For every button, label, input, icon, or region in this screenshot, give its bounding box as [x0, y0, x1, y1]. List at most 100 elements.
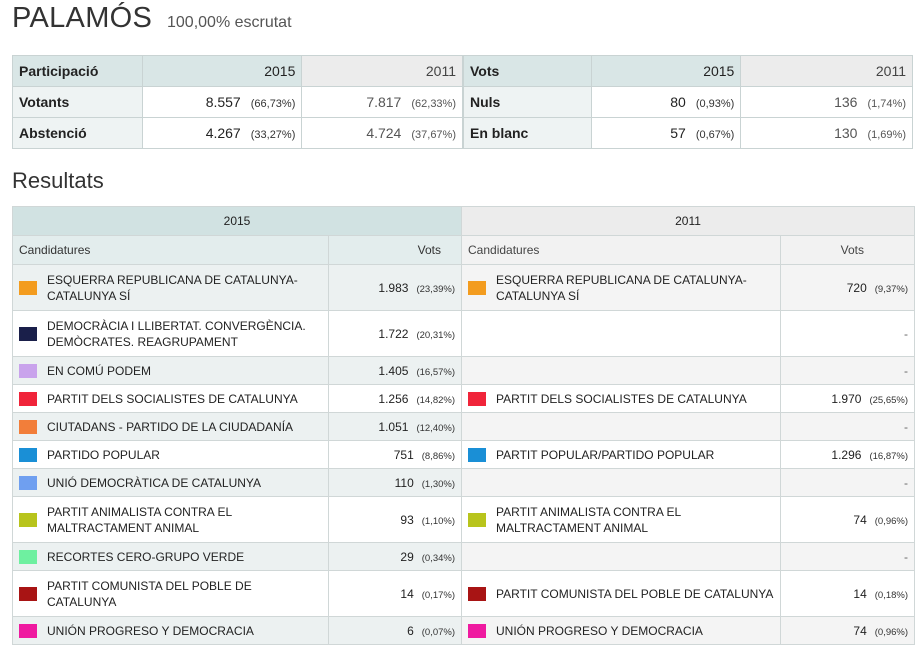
row-label: Votants	[12, 86, 143, 118]
party-name: PARTIT COMUNISTA DEL POBLE DE CATALUNYA	[47, 578, 252, 609]
vote-count: 1.405	[378, 363, 409, 378]
party-cell: ESQUERRA REPUBLICANA DE CATALUNYA-CATALU…	[468, 272, 774, 304]
party-color-swatch	[468, 512, 487, 527]
vote-count: 1.970	[831, 391, 862, 406]
vote-percent: (12,40%)	[416, 422, 456, 434]
vote-count: 93	[400, 512, 414, 527]
vote-count: -	[904, 549, 909, 564]
vote-percent: (20,31%)	[416, 329, 456, 341]
votes-table: Vots 2015 2011 Nuls 80 (0,93%) 136 (1,74%)…	[463, 55, 913, 149]
party-cell: DEMOCRÀCIA I LLIBERTAT. CONVERGÈNCIA. DE…	[19, 318, 322, 350]
party-cell: RECORTES CERO-GRUPO VERDE	[19, 549, 322, 565]
vote-percent: (23,39%)	[416, 283, 456, 295]
party-name: PARTIT COMUNISTA DEL POBLE DE CATALUNYA	[496, 586, 774, 601]
party-cell: PARTIDO POPULAR	[19, 447, 322, 463]
row-label: En blanc	[463, 117, 592, 149]
party-cell: CIUTADANS - PARTIDO DE LA CIUDADANÍA	[19, 419, 322, 435]
vote-count: -	[904, 326, 909, 341]
vote-count: 14	[400, 586, 414, 601]
col-candidates-2015: Candidatures	[12, 235, 329, 265]
vote-count: 14	[853, 586, 867, 601]
party-cell: PARTIT ANIMALISTA CONTRA EL MALTRACTAMEN…	[19, 504, 322, 536]
vote-count: 751	[393, 447, 414, 462]
vote-count: -	[904, 475, 909, 490]
col-candidates-2011: Candidatures	[461, 235, 782, 265]
party-cell: PARTIT DELS SOCIALISTES DE CATALUNYA	[19, 391, 322, 407]
party-name: PARTIT POPULAR/PARTIDO POPULAR	[496, 447, 715, 462]
votes-row-nuls: Nuls 80 (0,93%) 136 (1,74%)	[463, 86, 913, 118]
results-row: DEMOCRÀCIA I LLIBERTAT. CONVERGÈNCIA. DE…	[12, 310, 916, 357]
party-cell: PARTIT ANIMALISTA CONTRA EL MALTRACTAMEN…	[468, 504, 774, 536]
party-cell: PARTIT COMUNISTA DEL POBLE DE CATALUNYA	[19, 578, 322, 610]
votes-row-en-blanc: En blanc 57 (0,67%) 130 (1,69%)	[463, 117, 913, 149]
vote-percent: (0,07%)	[421, 626, 456, 638]
value-2011: 4.724	[366, 125, 402, 141]
party-name: PARTIT ANIMALISTA CONTRA EL MALTRACTAMEN…	[47, 504, 232, 535]
results-table: 2015 2011 Candidatures Vots Candidatures…	[11, 206, 916, 645]
value-2011: 130	[834, 125, 858, 141]
vote-percent: (14,82%)	[416, 394, 456, 406]
vote-percent: (1,30%)	[421, 478, 456, 490]
party-name: EN COMÚ PODEM	[47, 363, 152, 378]
party-color-swatch	[468, 447, 487, 462]
vote-percent: (0,18%)	[874, 589, 909, 601]
party-color-swatch	[19, 419, 37, 434]
party-color-swatch	[468, 586, 487, 601]
vote-count: -	[904, 363, 909, 378]
value-2011: 7.817	[366, 94, 402, 110]
votes-year-2011: 2011	[740, 55, 913, 87]
percent-2011: (1,74%)	[867, 98, 906, 110]
results-row: RECORTES CERO-GRUPO VERDE 29 (0,34%) -	[12, 542, 916, 571]
party-cell: PARTIT COMUNISTA DEL POBLE DE CATALUNYA	[468, 586, 774, 602]
vote-percent: (25,65%)	[869, 394, 909, 406]
party-color-swatch	[19, 447, 37, 462]
party-name: CIUTADANS - PARTIDO DE LA CIUDADANÍA	[47, 419, 294, 434]
party-color-swatch	[19, 586, 37, 601]
participation-header: Participació	[12, 55, 143, 87]
results-row: CIUTADANS - PARTIDO DE LA CIUDADANÍA 1.05…	[12, 412, 916, 441]
party-color-swatch	[19, 363, 37, 378]
votes-year-2015: 2015	[590, 55, 742, 87]
party-cell: UNIÓ DEMOCRÀTICA DE CATALUNYA	[19, 475, 322, 491]
vote-count: 29	[400, 549, 414, 564]
vote-percent: (0,17%)	[421, 589, 456, 601]
party-color-swatch	[468, 391, 487, 406]
party-cell: PARTIT DELS SOCIALISTES DE CATALUNYA	[468, 391, 774, 407]
results-year-2015: 2015	[11, 206, 463, 236]
party-name: ESQUERRA REPUBLICANA DE CATALUNYA-CATALU…	[496, 272, 747, 303]
participation-year-2015: 2015	[141, 55, 303, 87]
party-color-swatch	[19, 512, 37, 527]
vote-count: 74	[853, 512, 867, 527]
vote-percent: (16,57%)	[416, 366, 456, 378]
party-name: PARTIDO POPULAR	[47, 447, 160, 462]
vote-percent: (9,37%)	[874, 283, 909, 295]
party-name: PARTIT DELS SOCIALISTES DE CATALUNYA	[47, 391, 298, 406]
participation-row-votants: Votants 8.557 (66,73%) 7.817 (62,33%)	[12, 86, 463, 118]
percent-2015: (33,27%)	[250, 129, 296, 141]
results-row: PARTIT ANIMALISTA CONTRA EL MALTRACTAMEN…	[12, 496, 916, 543]
vote-count: -	[904, 419, 909, 434]
vote-count: 1.256	[378, 391, 409, 406]
percent-2015: (0,67%)	[695, 129, 735, 141]
vote-percent: (16,87%)	[869, 450, 909, 462]
vote-count: 1.051	[378, 419, 409, 434]
vote-count: 110	[394, 475, 414, 490]
results-row: EN COMÚ PODEM 1.405 (16,57%) -	[12, 356, 916, 385]
vote-percent: (8,86%)	[421, 450, 456, 462]
party-color-swatch	[19, 475, 37, 490]
party-color-swatch	[468, 280, 487, 295]
participation-row-abstencio: Abstenció 4.267 (33,27%) 4.724 (37,67%)	[12, 117, 463, 149]
col-votes-2015: Vots	[327, 235, 463, 265]
vote-count: 1.983	[378, 280, 409, 295]
page-title: PALAMÓS	[12, 2, 153, 34]
party-color-swatch	[19, 280, 37, 295]
participation-table: Participació 2015 2011 Votants 8.557 (66,…	[12, 55, 463, 149]
percent-2011: (1,69%)	[867, 129, 906, 141]
party-color-swatch	[19, 326, 37, 341]
vote-percent: (0,96%)	[874, 626, 909, 638]
results-row: PARTIT DELS SOCIALISTES DE CATALUNYA 1.25…	[12, 384, 916, 413]
results-row: ESQUERRA REPUBLICANA DE CATALUNYA-CATALU…	[12, 264, 916, 311]
vote-count: 720	[846, 280, 867, 295]
vote-count: 1.722	[378, 326, 409, 341]
votes-header: Vots	[463, 55, 592, 87]
